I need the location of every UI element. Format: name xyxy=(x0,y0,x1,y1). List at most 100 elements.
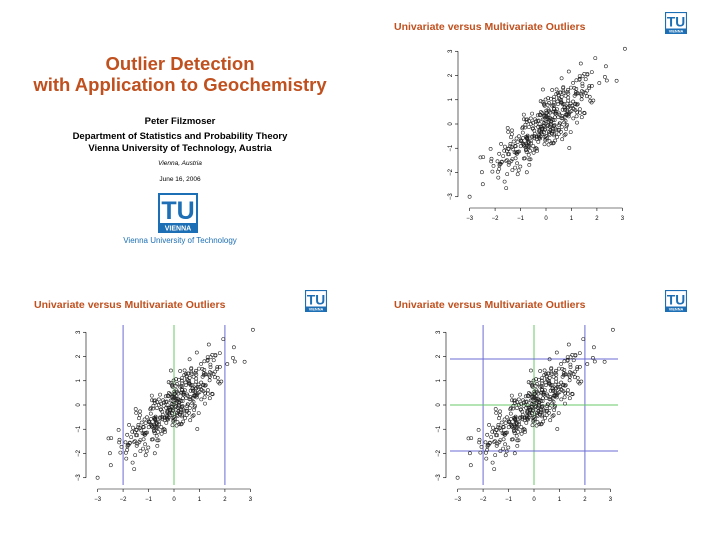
data-point xyxy=(553,370,558,375)
data-point xyxy=(186,378,190,383)
data-point xyxy=(505,415,509,420)
data-point xyxy=(575,120,579,125)
y-tick-label: 0 xyxy=(448,122,454,126)
data-point xyxy=(526,417,530,422)
data-point xyxy=(144,449,149,454)
data-point xyxy=(512,431,517,435)
data-point xyxy=(149,406,153,411)
data-point xyxy=(554,368,558,373)
data-point xyxy=(117,440,122,445)
data-point xyxy=(550,401,555,406)
data-point xyxy=(528,116,533,121)
data-point xyxy=(250,327,255,332)
data-point xyxy=(553,110,558,115)
data-point xyxy=(587,94,592,99)
data-point xyxy=(190,386,195,391)
data-point xyxy=(141,446,146,451)
data-point xyxy=(487,423,492,427)
data-point xyxy=(614,78,619,83)
data-point xyxy=(501,424,506,429)
data-point xyxy=(548,382,553,387)
x-tick-label: −1 xyxy=(145,497,153,503)
data-point xyxy=(585,72,590,77)
data-point xyxy=(138,409,142,414)
data-point xyxy=(159,425,164,430)
y-tick-label: 2 xyxy=(76,354,82,358)
data-point xyxy=(602,359,607,364)
data-point xyxy=(547,397,552,402)
data-point xyxy=(158,392,163,397)
data-point xyxy=(194,368,198,373)
data-point xyxy=(531,120,535,125)
data-point xyxy=(522,400,527,405)
data-point xyxy=(516,397,521,402)
data-point xyxy=(549,366,554,371)
data-point xyxy=(565,357,570,362)
data-point xyxy=(201,382,206,387)
data-point xyxy=(513,143,518,148)
data-point xyxy=(505,430,509,435)
data-point xyxy=(177,377,181,382)
data-point xyxy=(173,398,178,403)
data-point xyxy=(208,362,213,367)
data-point xyxy=(571,106,575,111)
data-point xyxy=(571,372,576,376)
data-point xyxy=(568,130,573,135)
y-tick-label: −3 xyxy=(448,193,454,201)
data-point xyxy=(199,387,203,392)
data-point xyxy=(554,393,559,397)
y-tick-label: 2 xyxy=(436,354,442,358)
data-point xyxy=(557,366,561,371)
data-point xyxy=(488,147,493,151)
data-point xyxy=(493,453,498,458)
data-point xyxy=(176,403,181,407)
data-point xyxy=(189,370,194,375)
data-point xyxy=(535,113,540,118)
data-point xyxy=(533,405,538,410)
data-point xyxy=(123,440,128,445)
data-point xyxy=(478,155,483,160)
data-point xyxy=(163,430,168,434)
data-point xyxy=(514,421,518,426)
data-point xyxy=(154,422,159,427)
data-point xyxy=(192,405,197,410)
data-point xyxy=(109,436,114,441)
data-point xyxy=(552,394,557,399)
data-point xyxy=(545,117,550,122)
data-point xyxy=(533,398,538,403)
data-point xyxy=(525,403,530,408)
data-point xyxy=(541,407,546,412)
data-point xyxy=(217,365,222,369)
data-point xyxy=(530,395,535,400)
data-point xyxy=(555,99,560,104)
data-point xyxy=(540,414,545,419)
data-point xyxy=(177,398,182,403)
data-point xyxy=(563,383,568,388)
title-slide: Outlier Detection with Application to Ge… xyxy=(0,0,360,278)
data-point xyxy=(552,133,557,138)
data-point xyxy=(188,395,193,400)
data-point xyxy=(232,359,237,364)
data-point xyxy=(509,145,514,150)
data-point xyxy=(210,391,215,396)
data-point xyxy=(540,381,544,386)
data-point xyxy=(188,382,193,387)
data-point xyxy=(550,129,555,134)
data-point xyxy=(503,421,508,426)
data-point xyxy=(494,411,499,415)
data-point xyxy=(522,156,527,161)
data-point xyxy=(547,410,551,415)
data-point xyxy=(544,413,549,418)
x-tick-label: −1 xyxy=(517,216,525,222)
data-point xyxy=(579,97,584,102)
data-point xyxy=(503,442,508,447)
data-point xyxy=(215,365,220,370)
data-point xyxy=(541,396,545,401)
data-point xyxy=(499,142,504,146)
data-point xyxy=(166,380,171,385)
data-point xyxy=(498,409,502,414)
data-point xyxy=(479,445,484,449)
data-point xyxy=(231,345,236,350)
data-point xyxy=(156,397,161,402)
data-point xyxy=(524,136,529,140)
